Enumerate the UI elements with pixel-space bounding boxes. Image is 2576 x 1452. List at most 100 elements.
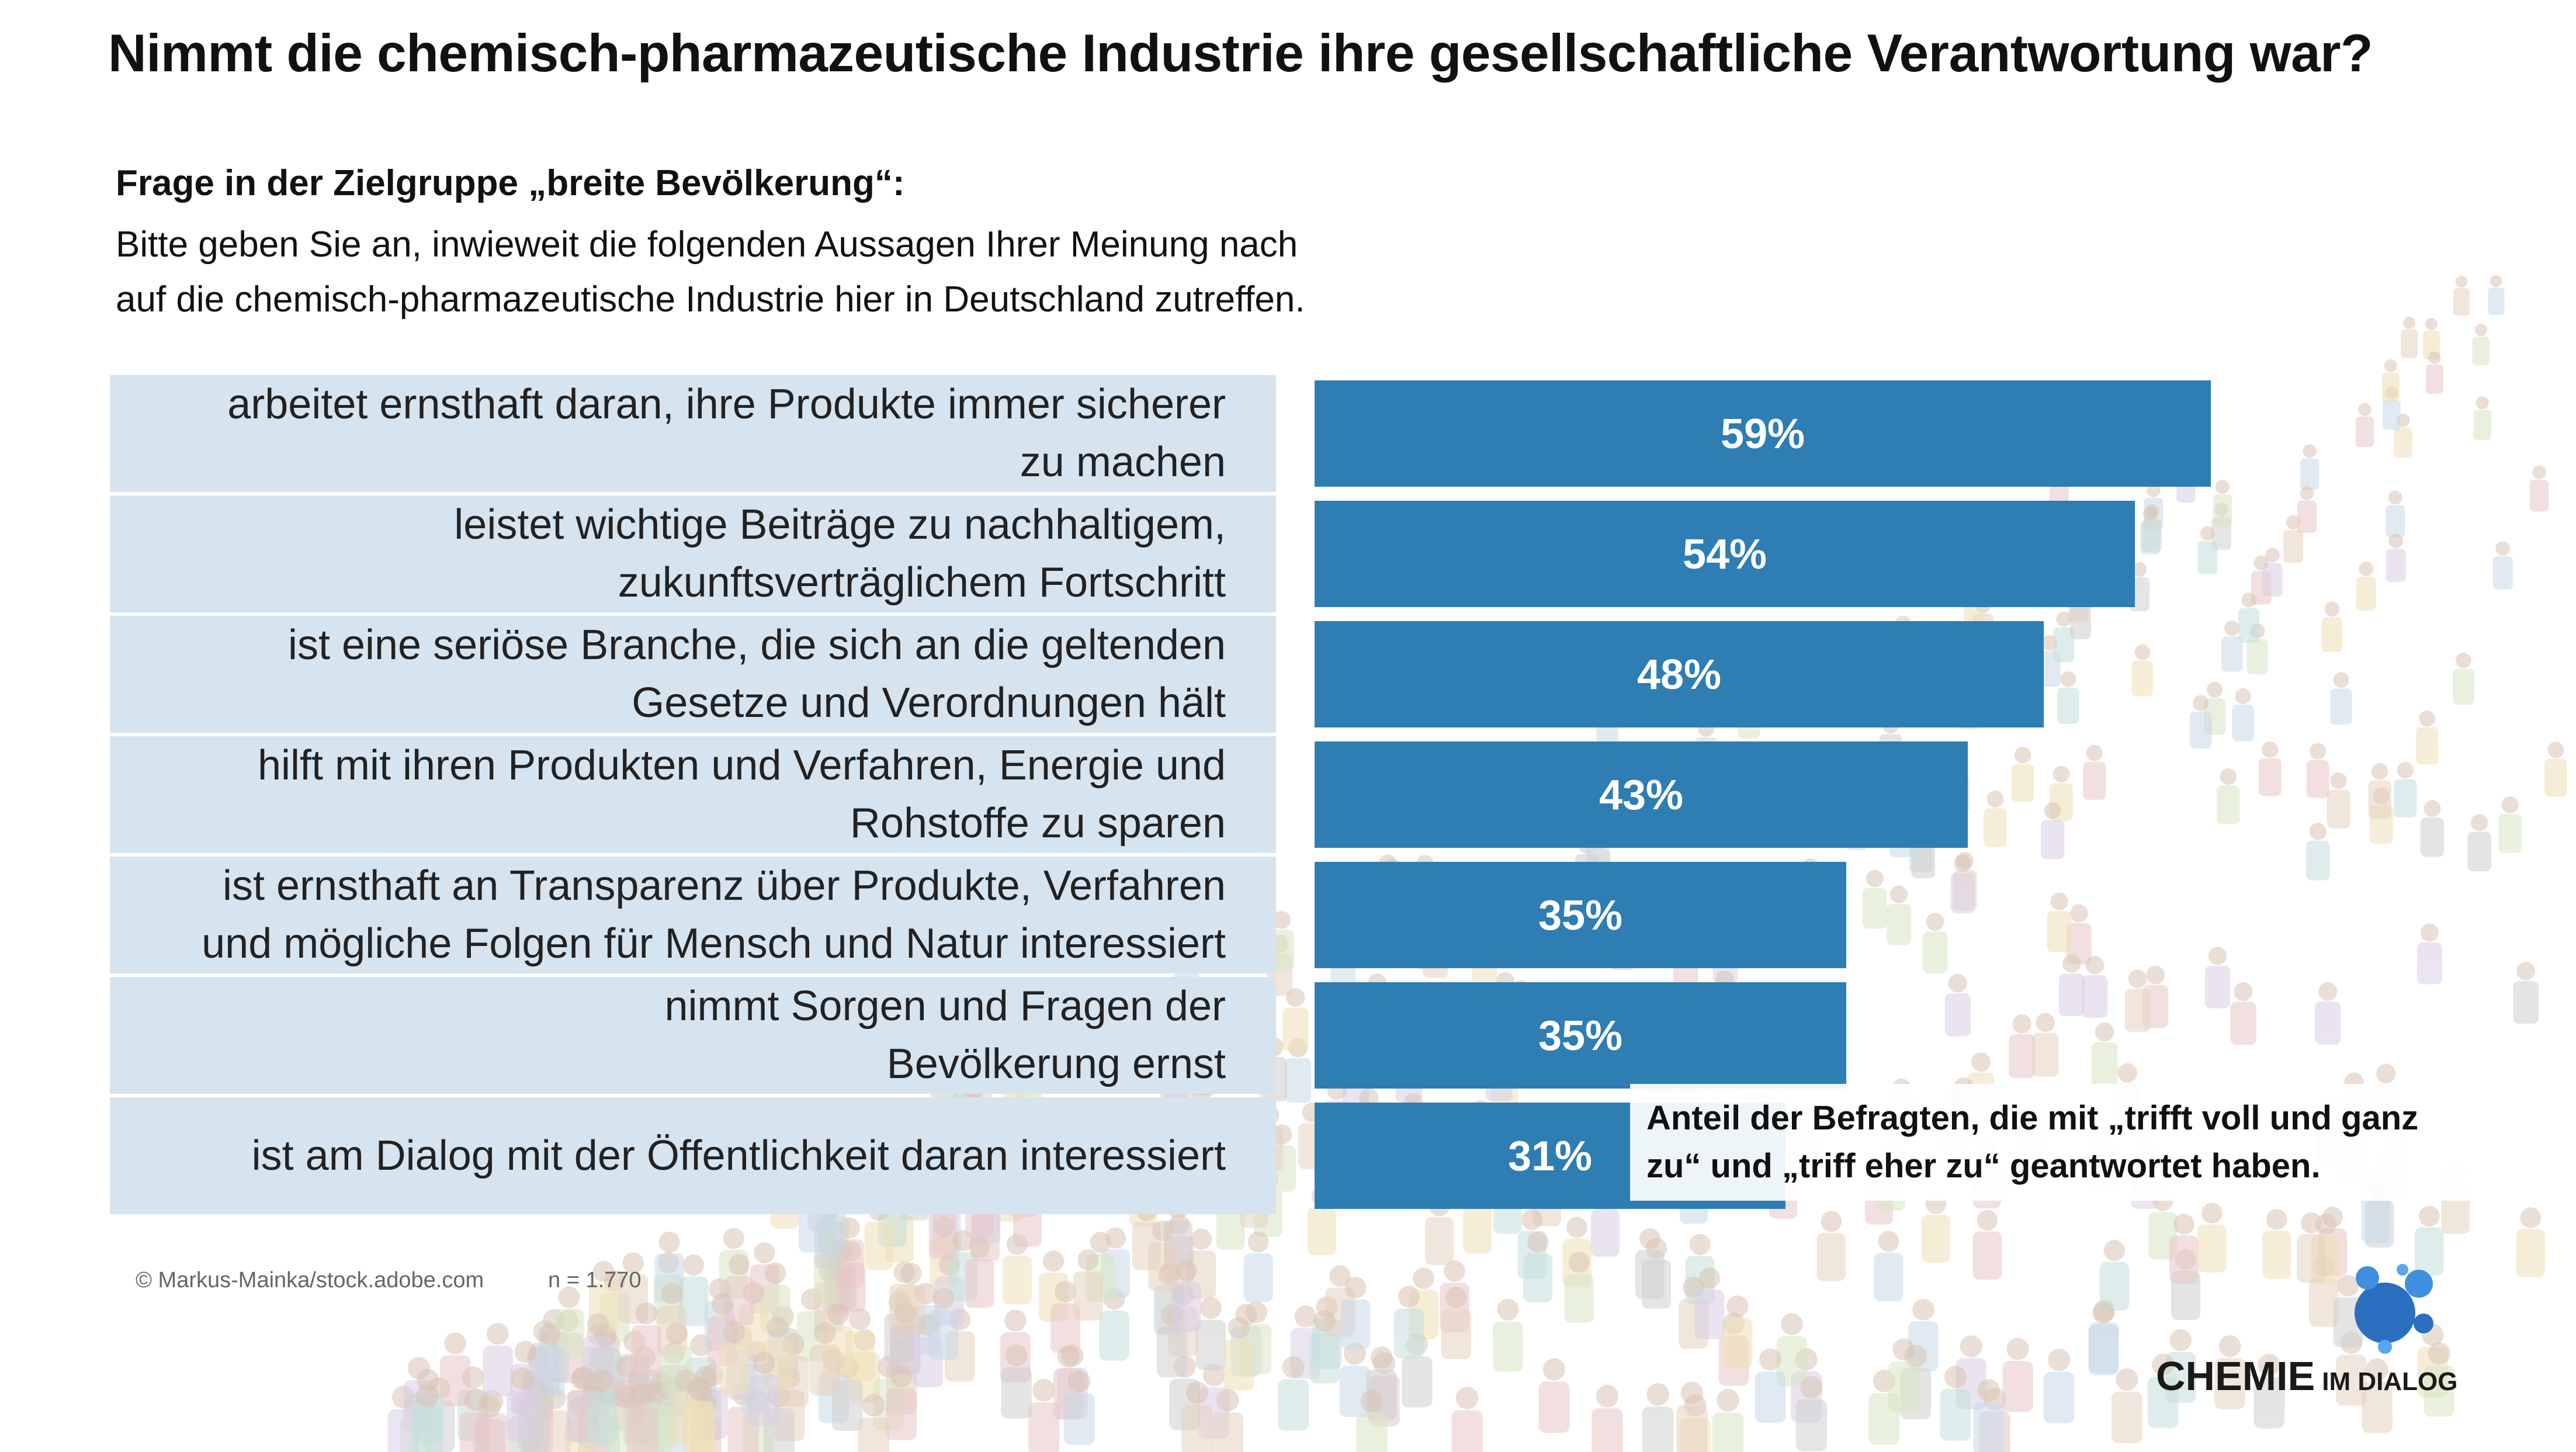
sample-size: n = 1.770 xyxy=(548,1268,642,1292)
crowd-person xyxy=(2088,1302,2119,1375)
crowd-person xyxy=(1195,1297,1226,1370)
crowd-person xyxy=(1073,1249,1103,1321)
crowd-person xyxy=(1564,1252,1594,1323)
crowd-person xyxy=(1523,1231,1553,1302)
crowd-person xyxy=(1441,1287,1471,1360)
crowd-person xyxy=(2262,1209,2291,1279)
crowd-person xyxy=(2306,743,2329,798)
crowd-person xyxy=(889,1262,920,1333)
crowd-person xyxy=(2213,480,2232,526)
bar xyxy=(1315,741,1968,848)
bar-value-label: 48% xyxy=(1637,652,1721,698)
bar xyxy=(1315,501,2135,607)
category-label: ist eine seriöse Branche, die sich an di… xyxy=(287,622,1226,726)
crowd-person xyxy=(2238,592,2259,643)
crowd-person xyxy=(2111,1368,2142,1444)
logo-text: CHEMIE IM DIALOG xyxy=(2156,1353,2457,1399)
crowd-person xyxy=(1148,1220,1178,1291)
crowd-person xyxy=(1863,869,1887,929)
crowd-person xyxy=(682,1377,715,1452)
crowd-person xyxy=(724,1254,754,1326)
crowd-person xyxy=(2214,1335,2245,1409)
crowd-person xyxy=(2204,947,2231,1009)
question-heading: Frage in der Zielgruppe „breite Bevölker… xyxy=(116,163,905,203)
crowd-person xyxy=(1171,1260,1201,1332)
crowd-person xyxy=(1355,1389,1388,1452)
crowd-person xyxy=(631,1302,662,1376)
crowd-person xyxy=(2002,1337,2033,1412)
crowd-person xyxy=(1874,1231,1904,1302)
crowd-person xyxy=(1816,1211,1846,1281)
crowd-person xyxy=(719,1321,750,1395)
crowd-person xyxy=(2131,644,2154,696)
crowd-person xyxy=(2300,444,2320,490)
crowd-person xyxy=(2400,317,2418,358)
chemie-im-dialog-logo: CHEMIE IM DIALOG xyxy=(2156,1264,2483,1399)
crowd-person xyxy=(1973,1379,2005,1452)
crowd-person xyxy=(1694,1267,1725,1339)
category-label-row: nimmt Sorgen und Fragen der Bevölkerung … xyxy=(110,977,1276,1094)
crowd-person xyxy=(2083,744,2106,800)
crowd-person xyxy=(2386,490,2405,538)
crowd-person xyxy=(2217,768,2240,824)
logo-sub-text: IM DIALOG xyxy=(2322,1367,2458,1396)
category-label-row: ist am Dialog mit der Öffentlichkeit dar… xyxy=(110,1097,1276,1214)
crowd-person xyxy=(1795,1375,1827,1451)
crowd-person xyxy=(2355,403,2374,447)
crowd-person xyxy=(2041,802,2065,860)
crowd-person xyxy=(2516,1207,2546,1277)
category-label-row: ist eine seriöse Branche, die sich an di… xyxy=(110,616,1276,733)
category-label: hilft mit ihren Produkten und Verfahren,… xyxy=(257,742,1226,847)
molecule-icon xyxy=(2355,1264,2433,1354)
crowd-person xyxy=(1050,1281,1080,1353)
crowd-person xyxy=(2314,982,2341,1045)
crowd-person xyxy=(2467,814,2491,872)
category-label-row: leistet wichtige Beiträge zu nachhaltige… xyxy=(110,495,1276,612)
bar xyxy=(1315,862,1846,968)
crowd-person xyxy=(844,1308,875,1381)
crowd-person xyxy=(1063,1370,1095,1446)
crowd-person xyxy=(2283,515,2304,563)
bar-value-label: 35% xyxy=(1538,1013,1622,1059)
crowd-person xyxy=(2253,1353,2285,1429)
crowd-person xyxy=(2492,541,2513,590)
crowd-person xyxy=(2043,1349,2075,1423)
crowd-person xyxy=(1451,1387,1483,1452)
crowd-person xyxy=(2420,800,2444,857)
crowd-person xyxy=(411,1384,443,1452)
crowd-person xyxy=(1635,1228,1665,1299)
crowd-person xyxy=(886,1365,917,1440)
crowd-person xyxy=(1393,1285,1424,1359)
category-label: ist am Dialog mit der Öffentlichkeit dar… xyxy=(251,1132,1226,1179)
question-text: Bitte geben Sie an, inwieweit die folgen… xyxy=(116,224,1305,320)
crowd-person xyxy=(2032,1013,2059,1077)
crowd-person xyxy=(1722,1295,1753,1368)
crowd-person xyxy=(2416,923,2442,985)
crowd-person xyxy=(2529,465,2549,512)
crowd-person xyxy=(2197,526,2218,574)
crowd-person xyxy=(2047,892,2072,952)
category-label: leistet wichtige Beiträge zu nachhaltige… xyxy=(454,501,1226,606)
crowd-person xyxy=(2140,507,2160,555)
crowd-person xyxy=(1776,1313,1807,1387)
category-label-row: hilft mit ihren Produkten und Verfahren,… xyxy=(110,736,1276,853)
crowd-person xyxy=(2011,747,2034,802)
crowd-person xyxy=(1972,1210,2002,1280)
crowd-person xyxy=(1223,1317,1254,1391)
bar xyxy=(1315,621,2044,727)
crowd-person xyxy=(1340,1277,1371,1349)
crowd-person xyxy=(1309,1310,1340,1384)
crowd-person xyxy=(439,1332,471,1406)
image-credit: © Markus-Mainka/stock.adobe.com xyxy=(136,1268,484,1292)
category-label: arbeitet ernsthaft daran, ihre Produkte … xyxy=(227,381,1226,486)
bar xyxy=(1315,982,1846,1089)
crowd-person xyxy=(459,1388,491,1452)
crowd-person xyxy=(2082,956,2108,1018)
crowd-person xyxy=(1755,1348,1786,1423)
logo-main-text: CHEMIE xyxy=(2156,1353,2315,1399)
crowd-person xyxy=(2058,954,2085,1017)
crowd-person xyxy=(2221,621,2243,672)
crowd-person xyxy=(2189,695,2212,748)
crowd-person xyxy=(2197,1203,2227,1273)
